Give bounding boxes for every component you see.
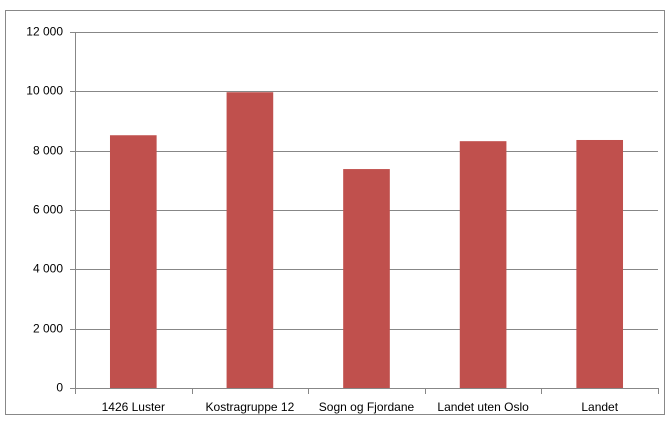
bar xyxy=(459,141,507,388)
bar xyxy=(576,139,624,388)
y-tick-label: 4 000 xyxy=(33,262,63,276)
y-tick-label: 10 000 xyxy=(26,84,63,98)
chart-frame xyxy=(5,10,665,415)
bar xyxy=(109,135,157,388)
y-tick-label: 8 000 xyxy=(33,144,63,158)
bar xyxy=(343,169,390,388)
bar xyxy=(226,92,274,389)
x-tick-label: Kostragruppe 12 xyxy=(206,400,295,414)
x-tick-label: 1426 Luster xyxy=(102,400,165,414)
y-tick-label: 12 000 xyxy=(26,25,63,39)
x-tick-label: Sogn og Fjordane xyxy=(319,400,415,414)
y-tick-label: 2 000 xyxy=(33,322,63,336)
x-tick-label: Landet xyxy=(581,400,618,414)
y-tick-label: 0 xyxy=(56,381,63,395)
x-tick-label: Landet uten Oslo xyxy=(437,400,529,414)
y-tick-label: 6 000 xyxy=(33,203,63,217)
